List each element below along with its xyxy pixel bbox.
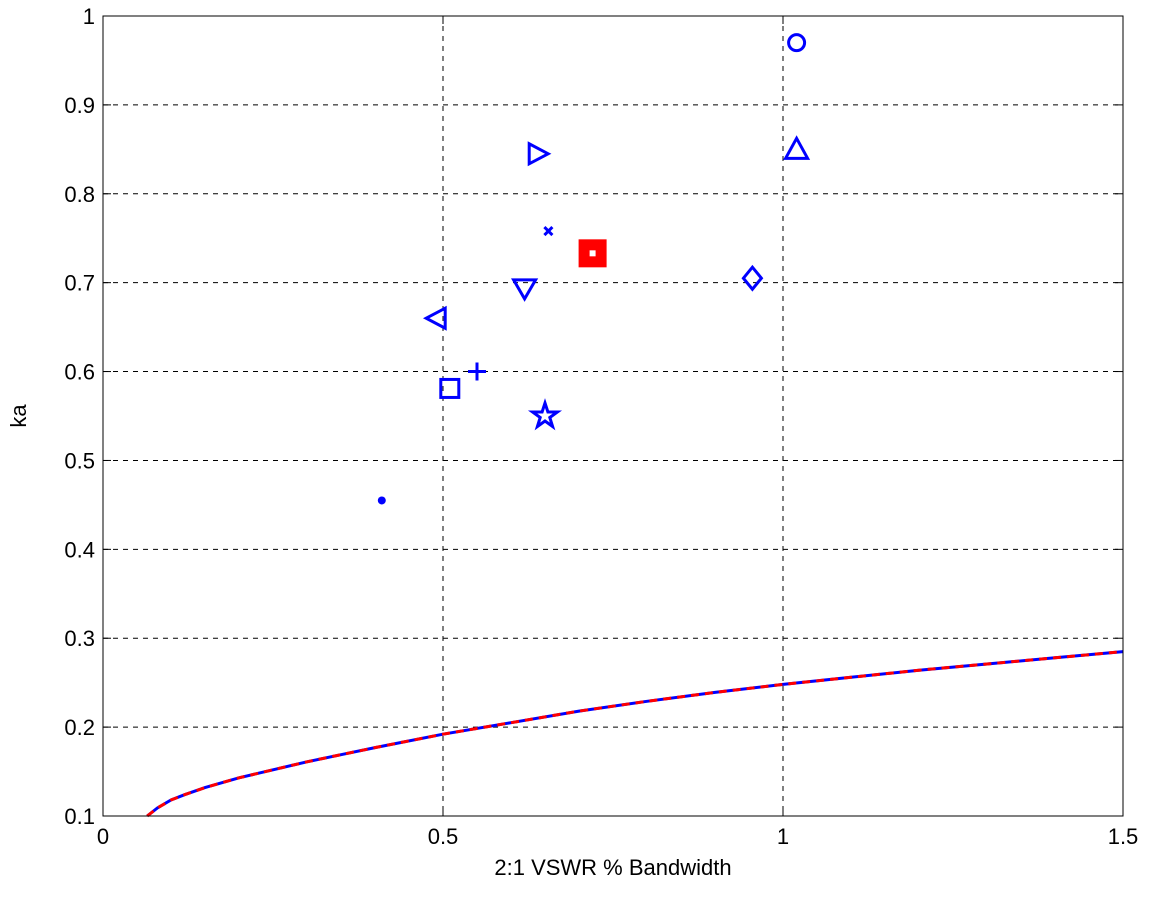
triangle-left-marker <box>422 305 447 331</box>
square-marker <box>439 377 461 399</box>
x-tick-label: 0.5 <box>428 824 459 849</box>
plus-marker <box>468 362 486 381</box>
y-tick-label: 0.4 <box>64 537 95 562</box>
triangle-down-marker <box>510 278 539 302</box>
star-marker <box>527 398 563 431</box>
curves <box>146 650 1124 818</box>
diamond-marker <box>741 264 764 292</box>
dashed-curve <box>146 650 1124 818</box>
axis-ticks: 0 0.5 1 1.5 0.1 0.2 0.3 0.4 0.5 0.6 0.7 0.8 0.9 1 <box>64 4 1138 849</box>
grid-lines <box>103 16 1123 816</box>
y-tick-label: 0.1 <box>64 804 95 829</box>
circle-marker <box>787 33 807 53</box>
y-tick-label: 0.7 <box>64 271 95 296</box>
y-tick-label: 0.9 <box>64 93 95 118</box>
y-axis-label: ka <box>6 404 31 428</box>
y-tick-label: 0.8 <box>64 182 95 207</box>
x-axis-label: 2:1 VSWR % Bandwidth <box>494 855 731 880</box>
filled-square-marker <box>578 239 607 268</box>
x-marker <box>543 226 554 237</box>
plot-frame <box>102 15 1124 817</box>
triangle-up-marker <box>783 135 811 160</box>
plot-area <box>103 16 1123 816</box>
y-tick-label: 0.5 <box>64 448 95 473</box>
y-tick-label: 0.6 <box>64 360 95 385</box>
point-marker <box>377 496 386 505</box>
x-tick-label: 0 <box>97 824 109 849</box>
triangle-right-marker <box>527 141 552 167</box>
data-markers <box>377 33 811 505</box>
x-tick-label: 1.5 <box>1108 824 1139 849</box>
x-tick-label: 1 <box>777 824 789 849</box>
y-tick-label: 1 <box>83 4 95 29</box>
y-tick-label: 0.2 <box>64 715 95 740</box>
y-tick-label: 0.3 <box>64 626 95 651</box>
